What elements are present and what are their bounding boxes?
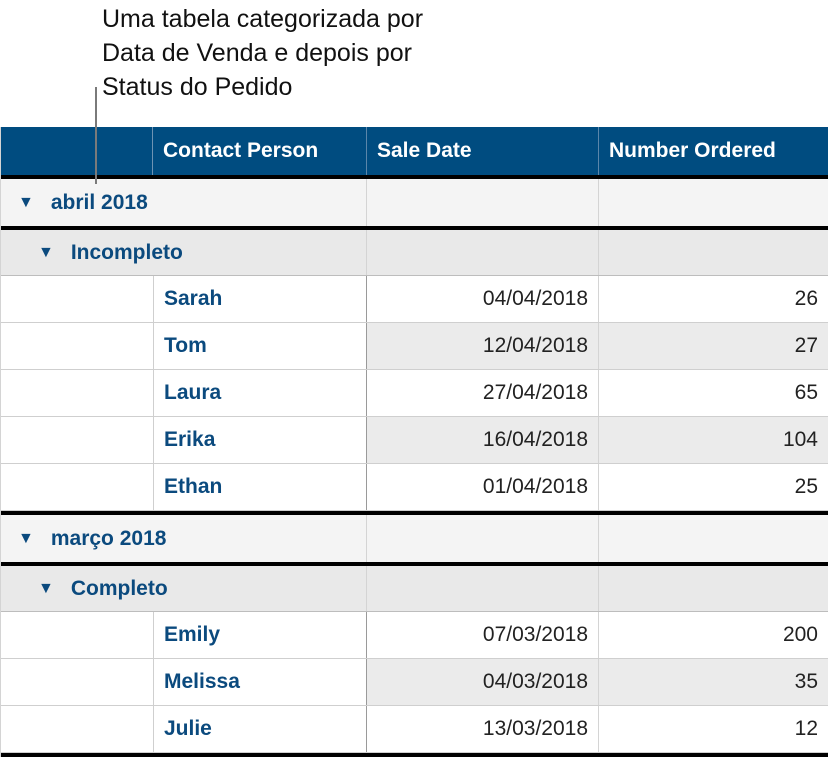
row-cell-blank[interactable] [1,417,153,463]
group-separator [1,175,828,179]
sale-date-cell[interactable]: 27/04/2018 [367,370,599,416]
group-label-cell[interactable]: ▼ abril 2018 [1,179,367,226]
sale-date-cell[interactable]: 13/03/2018 [367,706,599,752]
disclosure-triangle-down-icon[interactable]: ▼ [38,579,54,597]
group-cell-empty [599,515,828,562]
number-ordered-cell[interactable]: 104 [599,417,828,463]
subgroup-label-cell[interactable]: ▼ Completo [1,566,367,611]
subgroup-row[interactable]: ▼ Completo [1,566,828,612]
number-ordered-cell[interactable]: 27 [599,323,828,369]
callout-leader-line [95,87,97,184]
row-cell-blank[interactable] [1,612,153,658]
group-cell-empty [367,515,599,562]
sale-date-cell[interactable]: 12/04/2018 [367,323,599,369]
number-ordered-cell[interactable]: 35 [599,659,828,705]
group-separator [1,226,828,230]
group-cell-empty [599,179,828,226]
group-separator [1,511,828,515]
subgroup-label: Incompleto [70,240,183,264]
subgroup-cell-empty [367,566,599,611]
header-sale-date[interactable]: Sale Date [367,127,599,175]
table-row[interactable]: Erika 16/04/2018 104 [1,417,828,464]
categorized-table: Contact Person Sale Date Number Ordered … [0,127,828,757]
header-row: Contact Person Sale Date Number Ordered [1,127,828,175]
subgroup-row[interactable]: ▼ Incompleto [1,230,828,276]
row-cell-blank[interactable] [1,659,153,705]
row-cell-blank[interactable] [1,706,153,752]
row-cell-blank[interactable] [1,370,153,416]
group-row[interactable]: ▼ abril 2018 [1,179,828,226]
sale-date-cell[interactable]: 16/04/2018 [367,417,599,463]
number-ordered-cell[interactable]: 12 [599,706,828,752]
number-ordered-cell[interactable]: 65 [599,370,828,416]
contact-person-cell[interactable]: Emily [153,612,367,658]
contact-person-cell[interactable]: Julie [153,706,367,752]
group-label: abril 2018 [50,190,148,214]
subgroup-label: Completo [70,576,168,600]
header-number-ordered[interactable]: Number Ordered [599,127,828,175]
contact-person-cell[interactable]: Erika [153,417,367,463]
disclosure-triangle-down-icon[interactable]: ▼ [38,243,54,261]
group-row[interactable]: ▼ março 2018 [1,515,828,562]
sale-date-cell[interactable]: 04/03/2018 [367,659,599,705]
contact-person-cell[interactable]: Melissa [153,659,367,705]
callout-line: Uma tabela categorizada por [102,5,424,33]
group-label: março 2018 [50,526,167,550]
callout-line: Status do Pedido [102,73,293,101]
group-separator [1,562,828,566]
disclosure-triangle-down-icon[interactable]: ▼ [18,529,34,547]
subgroup-cell-empty [599,230,828,275]
table-row[interactable]: Julie 13/03/2018 12 [1,706,828,753]
contact-person-cell[interactable]: Sarah [153,276,367,322]
disclosure-triangle-down-icon[interactable]: ▼ [18,193,34,211]
table-row[interactable]: Emily 07/03/2018 200 [1,612,828,659]
contact-person-cell[interactable]: Ethan [153,464,367,510]
table-row[interactable]: Laura 27/04/2018 65 [1,370,828,417]
header-contact-person[interactable]: Contact Person [153,127,367,175]
table-row[interactable]: Tom 12/04/2018 27 [1,323,828,370]
subgroup-cell-empty [367,230,599,275]
number-ordered-cell[interactable]: 200 [599,612,828,658]
callout-line: Data de Venda e depois por [102,39,412,67]
subgroup-cell-empty [599,566,828,611]
sale-date-cell[interactable]: 01/04/2018 [367,464,599,510]
number-ordered-cell[interactable]: 26 [599,276,828,322]
table-row[interactable]: Ethan 01/04/2018 25 [1,464,828,511]
contact-person-cell[interactable]: Tom [153,323,367,369]
number-ordered-cell[interactable]: 25 [599,464,828,510]
subgroup-label-cell[interactable]: ▼ Incompleto [1,230,367,275]
group-label-cell[interactable]: ▼ março 2018 [1,515,367,562]
sale-date-cell[interactable]: 04/04/2018 [367,276,599,322]
group-separator [1,753,828,757]
group-cell-empty [367,179,599,226]
contact-person-cell[interactable]: Laura [153,370,367,416]
callout-text: Uma tabela categorizada por Data de Vend… [102,2,423,104]
table-row[interactable]: Melissa 04/03/2018 35 [1,659,828,706]
header-cell-blank[interactable] [1,127,153,175]
table-row[interactable]: Sarah 04/04/2018 26 [1,276,828,323]
sale-date-cell[interactable]: 07/03/2018 [367,612,599,658]
row-cell-blank[interactable] [1,323,153,369]
row-cell-blank[interactable] [1,464,153,510]
row-cell-blank[interactable] [1,276,153,322]
